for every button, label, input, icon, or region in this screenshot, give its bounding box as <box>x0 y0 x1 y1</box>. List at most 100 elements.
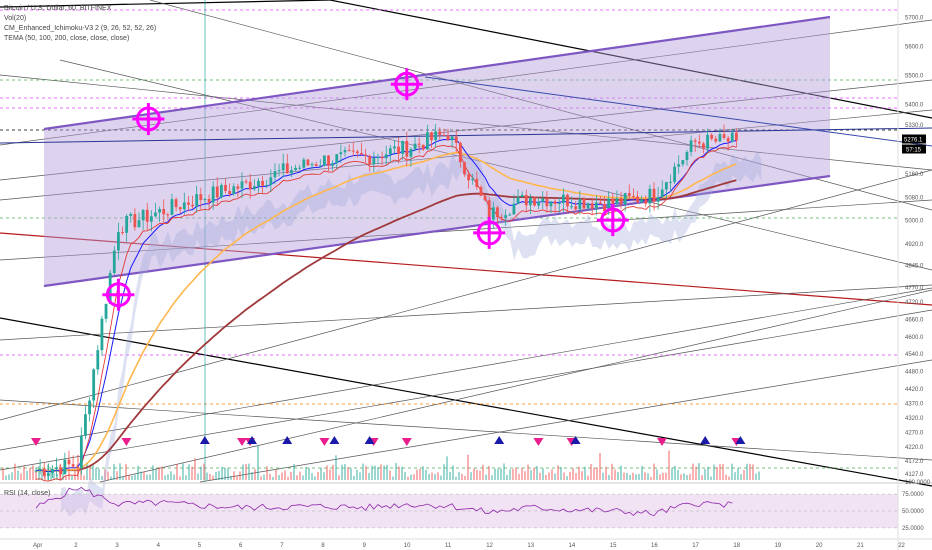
candle-body <box>656 196 660 202</box>
volume-bar <box>8 474 10 480</box>
volume-bar <box>365 465 367 480</box>
volume-bar <box>503 463 505 480</box>
channel-fill[interactable] <box>44 17 830 286</box>
volume-bar <box>629 474 631 480</box>
volume-bar <box>224 467 226 480</box>
candle-body <box>129 213 133 216</box>
candle-body <box>166 214 170 216</box>
channel-layer[interactable] <box>0 15 932 288</box>
channel-upper-line[interactable] <box>43 15 831 131</box>
volume-bar <box>509 469 511 480</box>
volume-bar <box>557 465 559 480</box>
volume-bar <box>446 456 448 480</box>
volume-bar <box>23 466 25 480</box>
volume-bar <box>431 472 433 480</box>
time-axis-label: 3 <box>115 543 119 549</box>
price-axis-tick: 4660.0 <box>905 317 924 323</box>
markers-layer[interactable] <box>31 68 746 446</box>
volume-bar <box>581 471 583 480</box>
candle-body <box>335 154 339 164</box>
volume-bar <box>251 471 253 480</box>
countdown-tag <box>902 144 926 154</box>
target-marker[interactable] <box>390 68 423 101</box>
candle-body <box>265 185 269 187</box>
volume-bar <box>467 454 469 480</box>
indicator-volume-label[interactable]: Vol(20) <box>4 15 26 22</box>
volume-bar <box>518 473 520 480</box>
candle-body <box>182 202 186 210</box>
volume-bar <box>650 476 652 480</box>
volume-bar <box>32 465 34 480</box>
candle-body <box>195 194 199 207</box>
candle-body <box>471 178 475 181</box>
volume-bar <box>515 467 517 480</box>
candle-body <box>483 195 487 201</box>
volume-bar <box>677 469 679 480</box>
candle-body <box>430 132 433 141</box>
candle-body <box>88 400 91 415</box>
chart-title: Bitcoin / U.S. Dollar, 60, BITFINEX <box>4 5 112 12</box>
volume-bar <box>119 463 121 480</box>
time-axis-label: 11 <box>445 543 452 549</box>
candle-body <box>405 141 409 157</box>
volume-bar <box>746 463 748 480</box>
candle-body <box>566 194 569 207</box>
candle-body <box>685 152 689 161</box>
candle-body <box>458 142 462 163</box>
volume-bar <box>506 474 508 480</box>
volume-bar <box>227 468 229 480</box>
volume-bar <box>419 468 421 480</box>
volume-bar <box>260 476 262 480</box>
price-axis-tick: 4845.0 <box>905 264 924 270</box>
volume-bar <box>233 471 235 480</box>
candle-body <box>537 201 541 206</box>
last-price-tag[interactable] <box>902 134 926 144</box>
volume-bar <box>707 466 709 480</box>
volume-bar <box>413 474 415 480</box>
candle-body <box>409 149 413 157</box>
candle-body <box>491 207 495 220</box>
volume-bar <box>701 475 703 480</box>
time-axis-label: 8 <box>321 543 325 549</box>
price-axis-tick: 4600.0 <box>905 335 924 341</box>
candle-body <box>38 468 42 471</box>
volume-bar <box>425 469 427 480</box>
candle-body <box>232 186 236 194</box>
volume-bar <box>188 464 190 480</box>
candle-body <box>294 167 297 171</box>
time-axis-label: 14 <box>569 543 576 549</box>
volume-bar <box>110 476 112 480</box>
volume-bar <box>689 473 691 480</box>
candle-body <box>281 163 285 171</box>
volume-bar <box>287 476 289 480</box>
rsi-band <box>0 494 898 528</box>
volume-bar <box>74 468 76 480</box>
target-marker[interactable] <box>596 204 629 237</box>
candle-body <box>149 216 153 222</box>
channel-lower-line[interactable] <box>43 174 831 288</box>
time-axis-label: 10 <box>404 543 411 549</box>
candle-body <box>504 215 508 218</box>
target-marker[interactable] <box>102 278 135 311</box>
candle-body <box>331 163 335 166</box>
indicator-tema-label[interactable]: TEMA (50, 100, 200, close, close, close) <box>4 35 129 42</box>
volume-bar <box>404 472 406 480</box>
target-marker[interactable] <box>473 216 506 249</box>
volume-bar <box>377 467 379 480</box>
candle-body <box>59 467 63 475</box>
volume-bar <box>215 471 217 480</box>
rsi-label[interactable]: RSI (14, close) <box>4 490 50 497</box>
candle-body <box>174 199 178 208</box>
indicator-ichimoku-label[interactable]: CM_Enhanced_Ichimoku-V3 2 (9, 26, 52, 52… <box>4 25 156 32</box>
candle-body <box>467 174 470 181</box>
candle-body <box>224 184 227 191</box>
target-marker[interactable] <box>132 103 165 136</box>
candle-body <box>697 141 701 144</box>
volume-bar <box>611 463 613 480</box>
volume-bar <box>476 469 478 480</box>
candle-body <box>145 209 149 222</box>
volume-bar <box>722 463 724 480</box>
price-axis-tick: 5080.0 <box>905 195 924 201</box>
volume-bar <box>665 472 667 480</box>
